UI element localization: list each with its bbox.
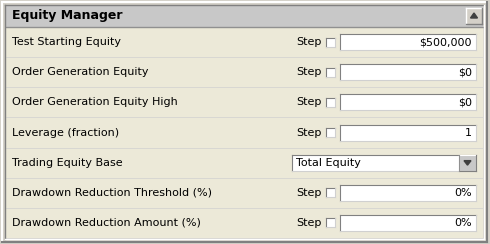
Text: Trading Equity Base: Trading Equity Base (12, 158, 123, 168)
Bar (326, 68, 335, 77)
Bar (340, 185, 476, 201)
Bar (340, 94, 476, 110)
Text: 0%: 0% (454, 188, 472, 198)
Text: Drawdown Reduction Amount (%): Drawdown Reduction Amount (%) (12, 218, 201, 228)
Text: Order Generation Equity: Order Generation Equity (12, 67, 148, 77)
Polygon shape (464, 161, 471, 165)
Text: Step: Step (296, 188, 321, 198)
Text: Total Equity: Total Equity (296, 158, 361, 168)
Text: Step: Step (296, 37, 321, 47)
Bar (340, 34, 476, 50)
Bar (340, 124, 476, 141)
Bar (292, 155, 476, 171)
Bar (326, 188, 335, 197)
Text: $0: $0 (458, 67, 472, 77)
Bar (326, 38, 335, 47)
Text: $0: $0 (458, 97, 472, 107)
Text: Step: Step (296, 128, 321, 138)
Bar (326, 128, 335, 137)
Bar (326, 218, 335, 227)
Text: Step: Step (296, 97, 321, 107)
Text: 0%: 0% (454, 218, 472, 228)
Text: $500,000: $500,000 (419, 37, 472, 47)
Bar (340, 215, 476, 231)
Bar (326, 98, 335, 107)
Bar (466, 8, 482, 24)
Text: Order Generation Equity High: Order Generation Equity High (12, 97, 178, 107)
Text: 1: 1 (465, 128, 472, 138)
Text: Step: Step (296, 67, 321, 77)
Text: Drawdown Reduction Threshold (%): Drawdown Reduction Threshold (%) (12, 188, 212, 198)
Text: Equity Manager: Equity Manager (12, 10, 123, 22)
Polygon shape (470, 13, 477, 18)
Bar (340, 64, 476, 80)
Text: Step: Step (296, 218, 321, 228)
Text: Leverage (fraction): Leverage (fraction) (12, 128, 119, 138)
Bar (459, 155, 476, 171)
Bar (6, 5, 483, 27)
Text: Test Starting Equity: Test Starting Equity (12, 37, 121, 47)
